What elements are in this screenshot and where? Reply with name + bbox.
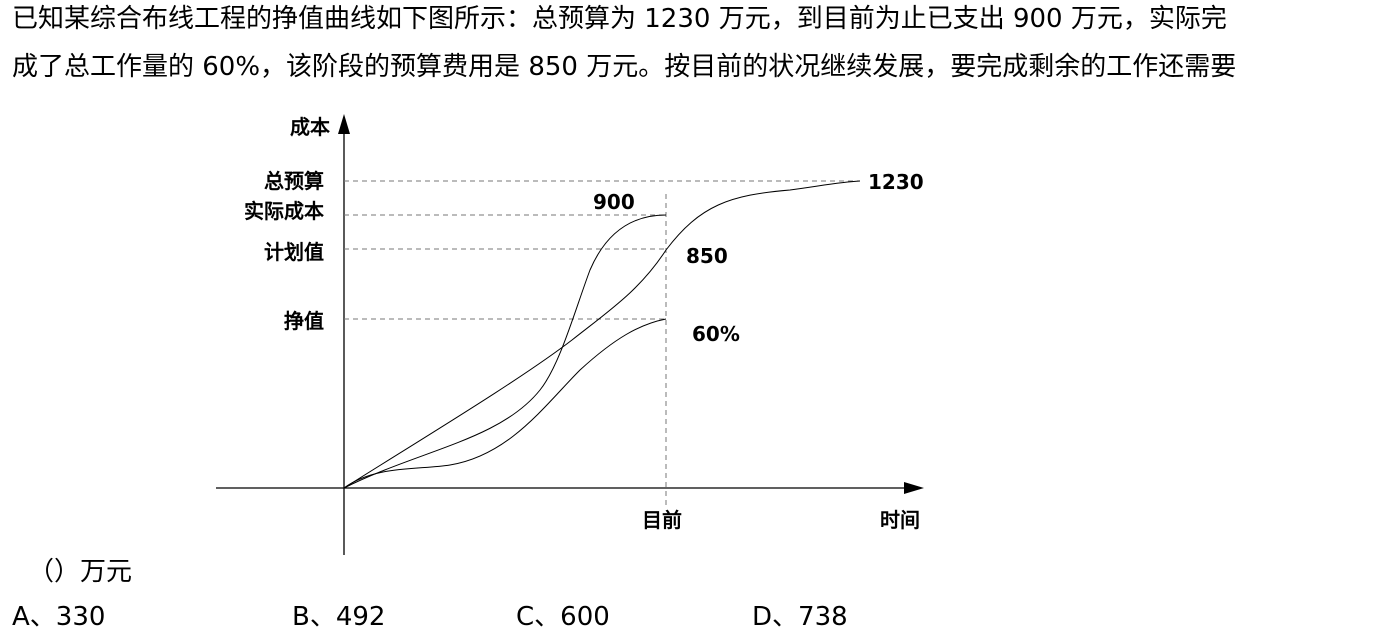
actual-cost-curve	[343, 214, 667, 489]
x-axis-arrow	[904, 482, 924, 494]
earned-value-label: 挣值	[284, 309, 324, 333]
answer-blank: （）万元	[28, 557, 133, 587]
total-budget-label: 总预算	[264, 169, 324, 193]
current-time-label: 目前	[642, 508, 682, 532]
planned-value-label: 计划值	[264, 240, 324, 264]
earned-value-curve	[343, 318, 667, 489]
actual-cost-value: 900	[593, 190, 635, 214]
option-d[interactable]: D、738	[752, 602, 848, 632]
question-text-line-2: 成了总工作量的 60%，该阶段的预算费用是 850 万元。按目前的状况继续发展，…	[12, 52, 1237, 82]
total-budget-value: 1230	[868, 170, 924, 194]
option-c[interactable]: C、600	[516, 602, 610, 632]
earned-value-value: 60%	[692, 322, 740, 346]
question-text-line-1: 已知某综合布线工程的挣值曲线如下图所示：总预算为 1230 万元，到目前为止已支…	[12, 4, 1227, 34]
option-b[interactable]: B、492	[292, 602, 386, 632]
y-axis-arrow	[338, 114, 350, 134]
x-axis-label: 时间	[880, 508, 920, 532]
actual-cost-label: 实际成本	[244, 199, 324, 223]
planned-value-value: 850	[686, 244, 728, 268]
option-a[interactable]: A、330	[12, 602, 106, 632]
y-axis-label: 成本	[290, 115, 330, 139]
planned-value-curve	[343, 180, 861, 489]
